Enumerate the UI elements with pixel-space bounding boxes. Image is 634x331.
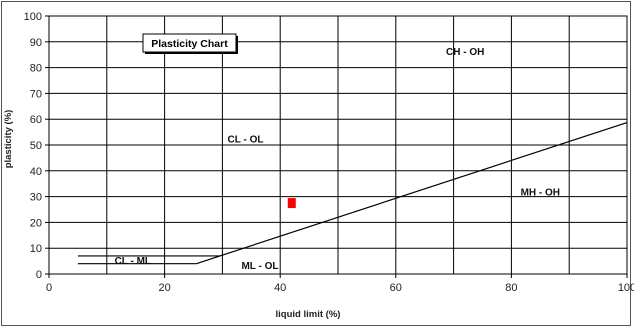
y-tick-label: 70 — [30, 88, 42, 100]
chart-title: Plasticity Chart — [151, 38, 228, 50]
y-tick-label: 100 — [24, 11, 42, 23]
y-tick-label: 30 — [30, 192, 42, 204]
x-tick-label: 100 — [618, 282, 634, 294]
zone-label: CH - OH — [446, 47, 484, 58]
zone-label: CL - ML — [115, 256, 151, 267]
y-tick-label: 10 — [30, 243, 42, 255]
zone-label: CL - OL — [228, 135, 264, 146]
x-axis-label: liquid limit (%) — [276, 309, 341, 320]
y-tick-label: 40 — [30, 166, 42, 178]
title-box — [142, 33, 237, 53]
y-axis-label: plasticity (%) — [3, 110, 14, 169]
a-line — [196, 121, 628, 265]
data-point — [287, 198, 296, 209]
zone-label: MH - OH — [521, 187, 560, 198]
y-tick-label: 20 — [30, 217, 42, 229]
x-tick-label: 40 — [274, 282, 286, 294]
y-tick-label: 60 — [30, 114, 42, 126]
y-tick-label: 80 — [30, 63, 42, 75]
x-tick-label: 0 — [46, 282, 52, 294]
zone-label: ML - OL — [241, 261, 278, 272]
y-tick-label: 50 — [30, 140, 42, 152]
x-tick-label: 20 — [158, 282, 170, 294]
y-tick-label: 0 — [36, 269, 42, 281]
x-tick-label: 80 — [505, 282, 517, 294]
y-tick-label: 90 — [30, 37, 42, 49]
x-tick-label: 60 — [390, 282, 402, 294]
